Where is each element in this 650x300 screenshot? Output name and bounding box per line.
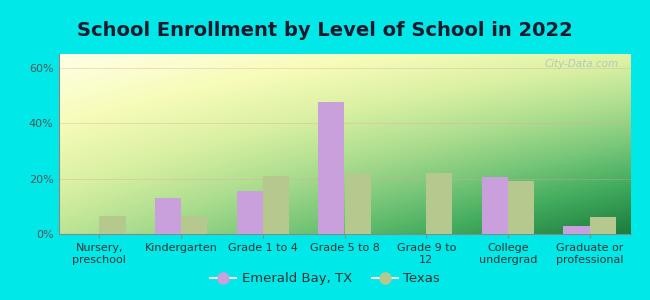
Bar xyxy=(590,218,616,234)
Bar xyxy=(344,173,370,234)
Text: City-Data.com: City-Data.com xyxy=(545,59,619,69)
Bar xyxy=(237,191,263,234)
Bar xyxy=(508,182,534,234)
Bar xyxy=(482,177,508,234)
Bar xyxy=(426,173,452,234)
Bar xyxy=(181,216,207,234)
Bar xyxy=(564,226,590,234)
Bar xyxy=(155,198,181,234)
Bar xyxy=(99,216,125,234)
Legend: Emerald Bay, TX, Texas: Emerald Bay, TX, Texas xyxy=(205,267,445,290)
Bar xyxy=(318,103,344,234)
Text: School Enrollment by Level of School in 2022: School Enrollment by Level of School in … xyxy=(77,21,573,40)
Bar xyxy=(263,176,289,234)
